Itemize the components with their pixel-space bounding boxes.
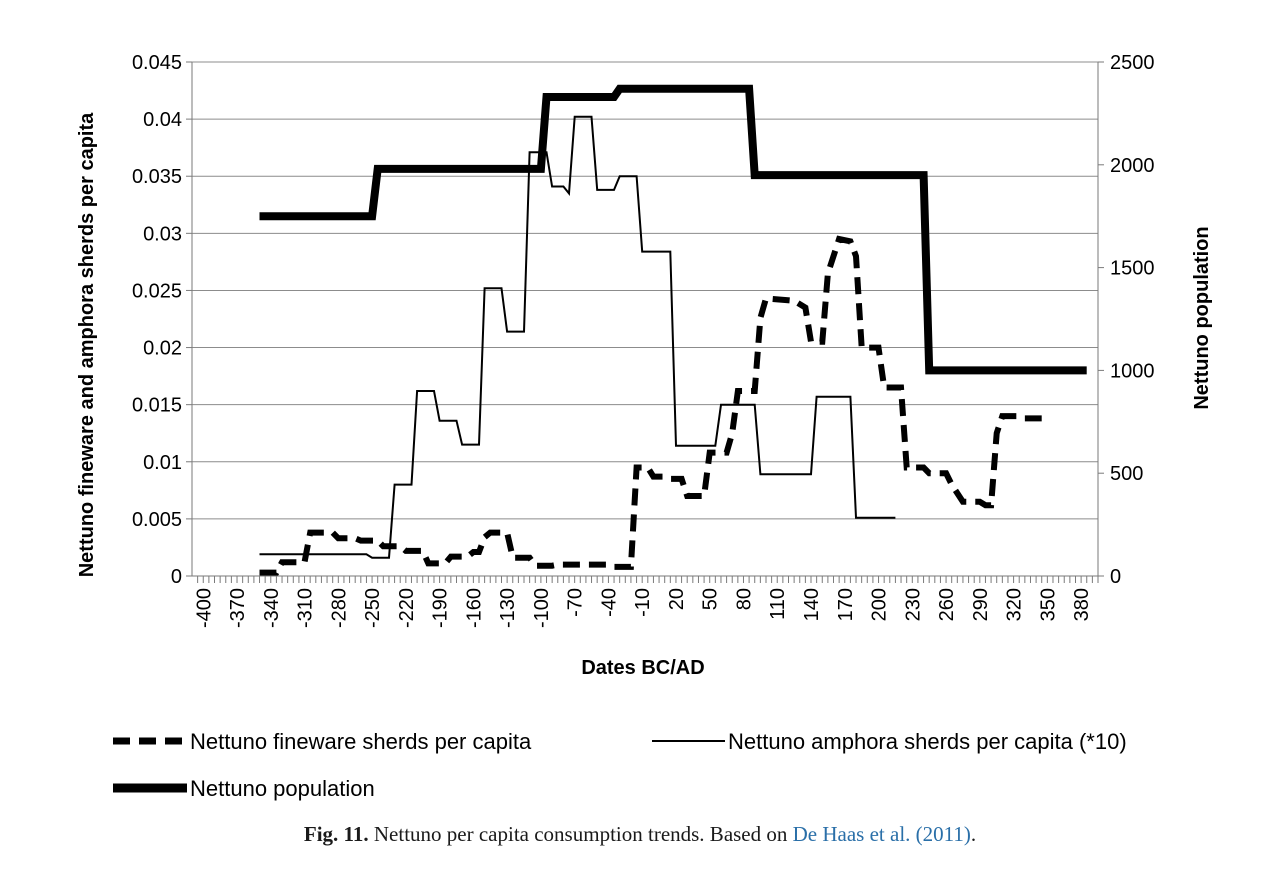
y-left-tick-label: 0.02 — [143, 338, 182, 360]
y-left-tick-label: 0.035 — [132, 166, 182, 188]
legend-label-population: Nettuno population — [190, 776, 375, 801]
y-right-tick-label: 1000 — [1110, 360, 1155, 382]
x-tick-label: 350 — [1037, 588, 1059, 621]
gridlines — [192, 61, 1098, 520]
x-tick-label: 320 — [1004, 588, 1026, 621]
legend-label-fineware: Nettuno fineware sherds per capita — [190, 729, 532, 754]
x-tick-label: 50 — [700, 588, 722, 610]
ticks-layer — [186, 61, 1104, 583]
x-tick-label: 380 — [1071, 588, 1093, 621]
x-tick-label: 290 — [970, 588, 992, 621]
caption-citation-link[interactable]: De Haas et al. (2011) — [792, 822, 971, 846]
figure-caption: Fig. 11. Nettuno per capita consumption … — [0, 822, 1280, 847]
y-right-axis-title: Nettuno population — [1191, 226, 1213, 409]
x-tick-label: -250 — [362, 588, 384, 628]
y-left-tick-label: 0.01 — [143, 452, 182, 474]
y-left-axis-title: Nettuno fineware and amphora sherds per … — [76, 112, 98, 577]
y-right-tick-label: 2000 — [1110, 155, 1155, 177]
x-tick-label: -370 — [227, 588, 249, 628]
y-right-tick-label: 1500 — [1110, 258, 1155, 280]
y-right-tick-label: 2500 — [1110, 52, 1155, 74]
y-left-tick-label: 0 — [171, 566, 182, 588]
caption-text: Nettuno per capita consumption trends. B… — [368, 822, 793, 846]
x-tick-label: 200 — [869, 588, 891, 621]
x-tick-label: 140 — [801, 588, 823, 621]
labels-layer: 0 0.005 0.01 0.015 0.02 0.025 0.03 0.035 0.04 0.0… — [132, 52, 1155, 628]
y-left-tick-label: 0.015 — [132, 395, 182, 417]
x-tick-label: 110 — [767, 588, 789, 620]
x-tick-label: 260 — [936, 588, 958, 621]
x-tick-label: -220 — [396, 588, 418, 628]
series-layer — [259, 84, 1087, 576]
x-tick-label: -10 — [632, 588, 654, 617]
x-tick-label: -130 — [497, 588, 519, 628]
legend-label-amphora: Nettuno amphora sherds per capita (*10) — [728, 729, 1127, 754]
y-right-tick-label: 500 — [1110, 463, 1143, 485]
x-tick-label: -100 — [531, 588, 553, 628]
x-tick-label: 170 — [835, 588, 857, 621]
x-tick-label: 80 — [733, 588, 755, 610]
y-left-tick-label: 0.045 — [132, 52, 182, 74]
series-line-fineware — [259, 235, 1042, 576]
x-tick-label: -40 — [598, 588, 620, 617]
series-line-amphora — [259, 115, 896, 559]
x-tick-label: -190 — [430, 588, 452, 628]
y-left-tick-label: 0.04 — [143, 109, 182, 131]
x-axis-title: Dates BC/AD — [581, 657, 704, 679]
x-tick-label: -400 — [193, 588, 215, 628]
y-left-tick-label: 0.025 — [132, 280, 182, 302]
series-line-population — [259, 84, 1087, 375]
x-tick-label: -280 — [328, 588, 350, 628]
caption-label: Fig. 11. — [303, 822, 369, 846]
chart-svg: 0 0.005 0.01 0.015 0.02 0.025 0.03 0.035 0.04 0.0… — [76, 52, 1213, 801]
x-tick-label: -160 — [463, 588, 485, 628]
x-tick-label: -310 — [295, 588, 317, 628]
y-left-tick-label: 0.005 — [132, 509, 182, 531]
axes-layer — [191, 62, 1099, 577]
x-tick-label: 230 — [902, 588, 924, 621]
x-tick-label: -70 — [565, 588, 587, 617]
y-right-tick-label: 0 — [1110, 566, 1121, 588]
legend: Nettuno fineware sherds per capita Nettu… — [113, 729, 1127, 801]
caption-end: . — [970, 822, 977, 846]
x-tick-label: -340 — [261, 588, 283, 628]
x-tick-label: 20 — [666, 588, 688, 610]
y-left-tick-label: 0.03 — [143, 223, 182, 245]
